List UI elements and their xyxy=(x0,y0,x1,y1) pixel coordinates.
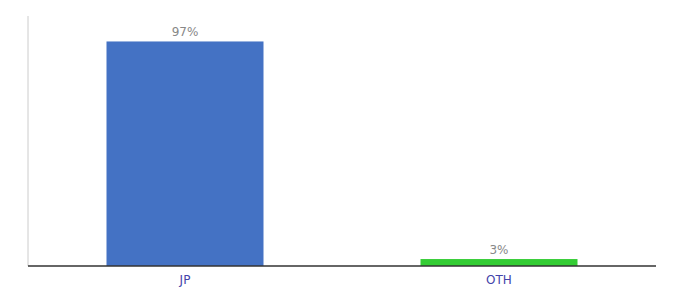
data-label: 97% xyxy=(172,25,199,39)
x-axis-line xyxy=(28,265,656,267)
bar xyxy=(107,41,264,266)
x-tick-label: OTH xyxy=(486,273,512,287)
chart-container: 97% 3% JP OTH xyxy=(0,0,680,300)
bar xyxy=(421,259,578,266)
data-label: 3% xyxy=(489,243,508,257)
bars xyxy=(107,41,578,266)
x-tick-label: JP xyxy=(179,273,191,287)
chart: 97% 3% JP OTH xyxy=(0,0,680,300)
y-axis-line xyxy=(28,16,29,266)
